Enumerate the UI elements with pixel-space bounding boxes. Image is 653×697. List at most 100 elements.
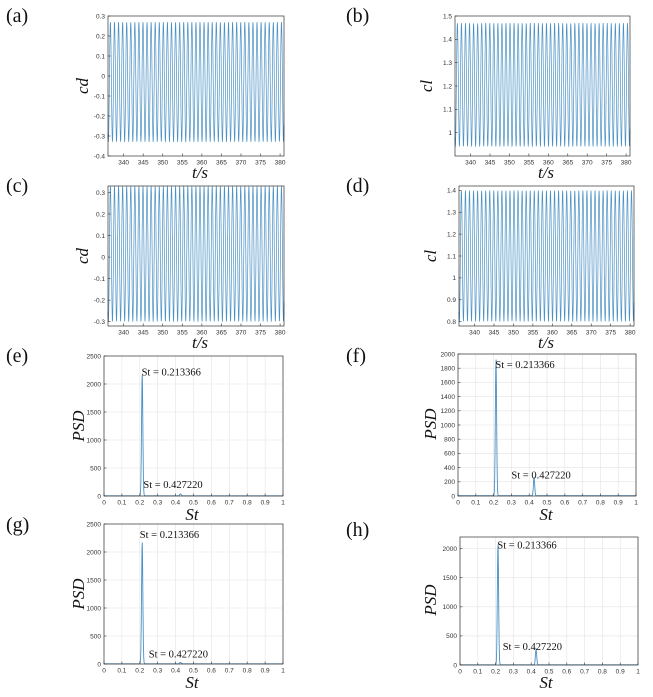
y-tick-label: 1 <box>452 275 456 282</box>
y-tick-label: -0.1 <box>94 276 106 283</box>
x-tick-label: 345 <box>138 160 149 167</box>
panel-label: (h) <box>346 519 369 541</box>
x-tick-label: 350 <box>157 160 168 167</box>
x-axis-label: t/s <box>192 163 208 182</box>
y-tick-label: -0.1 <box>94 93 106 100</box>
x-axis-label: t/s <box>538 163 554 182</box>
y-tick-label: 1000 <box>443 604 458 611</box>
peak-annotation: St = 0.213366 <box>497 541 556 552</box>
x-tick-label: 0.3 <box>153 668 162 675</box>
x-tick-label: 0 <box>102 668 106 675</box>
x-tick-label: 380 <box>621 160 632 167</box>
y-tick-label: 1500 <box>443 575 458 582</box>
x-tick-label: 370 <box>236 330 247 337</box>
panel-label: (c) <box>6 175 28 197</box>
peak-annotation: St = 0.427220 <box>143 480 202 491</box>
x-tick-label: 1 <box>281 500 285 507</box>
x-tick-label: 1 <box>281 668 285 675</box>
y-tick-label: 0 <box>451 493 455 500</box>
x-tick-label: 345 <box>485 160 496 167</box>
x-tick-label: 0.1 <box>471 500 480 507</box>
x-tick-label: 0.9 <box>616 669 625 676</box>
x-tick-label: 350 <box>504 160 515 167</box>
x-tick-label: 0.8 <box>243 668 252 675</box>
y-tick-label: 1000 <box>87 605 102 612</box>
plot-frame <box>107 15 285 157</box>
y-tick-label: 1.3 <box>447 210 456 217</box>
peak-annotation: St = 0.213366 <box>495 360 554 371</box>
panel-label: (g) <box>6 514 29 536</box>
x-tick-label: 370 <box>236 160 247 167</box>
y-tick-label: -0.3 <box>94 133 106 140</box>
x-axis-label: t/s <box>192 333 208 352</box>
y-tick-label: 0 <box>101 254 105 261</box>
x-tick-label: 360 <box>196 160 207 167</box>
y-tick-label: 1.4 <box>447 188 456 195</box>
y-tick-label: 400 <box>444 465 455 472</box>
x-tick-label: 345 <box>138 330 149 337</box>
chart-panel-d: (d) 340 345 350 355 360 365 370 375 380 0.8 0.9 1 1.1… <box>346 175 636 352</box>
y-tick-label: 0.2 <box>96 211 105 218</box>
x-tick-label: 360 <box>196 330 207 337</box>
x-tick-label: 0.5 <box>544 669 553 676</box>
x-tick-label: 0.8 <box>598 669 607 676</box>
y-tick-label: 1000 <box>441 422 456 429</box>
x-tick-label: 365 <box>216 160 227 167</box>
x-tick-label: 365 <box>562 160 573 167</box>
chart-panel-b: (b) 340 345 350 355 360 365 370 375 380 1 1.1 1.2 1.3… <box>346 5 632 182</box>
x-tick-label: 350 <box>508 330 519 337</box>
x-tick-label: 0.7 <box>580 669 589 676</box>
x-tick-label: 0.9 <box>614 500 623 507</box>
y-tick-label: 1.1 <box>447 253 456 260</box>
y-tick-label: 0.8 <box>447 319 456 326</box>
y-tick-label: 2000 <box>87 549 102 556</box>
x-tick-label: 0.5 <box>542 500 551 507</box>
y-tick-label: 2500 <box>87 353 102 360</box>
x-tick-label: 0.7 <box>225 500 234 507</box>
peak-annotation: St = 0.213366 <box>140 530 199 541</box>
chart-panel-f: (f) 0 0.1 0.2 0.3 0.4 0.5 0.6 0.7 0.8 0.9 1 0 200 400 6… <box>346 345 638 524</box>
x-tick-label: 355 <box>523 160 534 167</box>
peak-annotation: St = 0.213366 <box>142 368 201 379</box>
x-tick-label: 340 <box>118 160 129 167</box>
chart-panel-a: (a) 340 345 350 355 360 365 370 375 380 -0.4 -0.3 -0… <box>6 5 286 182</box>
x-tick-label: 0.7 <box>578 500 587 507</box>
y-tick-label: -0.2 <box>94 113 106 120</box>
x-tick-label: 370 <box>586 330 597 337</box>
x-tick-label: 355 <box>177 330 188 337</box>
x-tick-label: 340 <box>465 160 476 167</box>
y-axis-label: cd <box>73 77 92 94</box>
x-tick-label: 0.4 <box>527 669 536 676</box>
y-tick-label: 500 <box>90 465 101 472</box>
x-tick-label: 375 <box>255 160 266 167</box>
peak-annotation: St = 0.427220 <box>149 649 208 660</box>
x-axis-label: t/s <box>538 333 554 352</box>
panel-label: (f) <box>346 345 366 367</box>
x-tick-label: 380 <box>625 330 636 337</box>
x-tick-label: 380 <box>275 330 286 337</box>
x-tick-label: 0.2 <box>135 668 144 675</box>
y-tick-label: 1.2 <box>447 231 456 238</box>
x-tick-label: 0.5 <box>189 500 198 507</box>
panel-label: (e) <box>6 345 28 367</box>
y-tick-label: 500 <box>446 633 457 640</box>
y-tick-label: 1500 <box>87 577 102 584</box>
y-tick-label: 0 <box>101 73 105 80</box>
x-tick-label: 365 <box>216 330 227 337</box>
series-line <box>107 185 285 323</box>
plot-frame <box>107 185 285 327</box>
y-tick-label: 0.1 <box>96 233 105 240</box>
x-tick-label: 0.1 <box>473 669 482 676</box>
x-tick-label: 0.6 <box>207 500 216 507</box>
x-tick-label: 0.2 <box>135 500 144 507</box>
x-axis-label: St <box>539 505 554 524</box>
x-tick-label: 0.6 <box>562 669 571 676</box>
peak-annotation: St = 0.427220 <box>511 470 570 481</box>
y-tick-label: 600 <box>444 451 455 458</box>
x-tick-label: 375 <box>601 160 612 167</box>
x-tick-label: 0.1 <box>117 500 126 507</box>
y-axis-label: cl <box>417 80 436 93</box>
y-axis-label: cl <box>421 250 440 263</box>
x-tick-label: 0 <box>102 500 106 507</box>
